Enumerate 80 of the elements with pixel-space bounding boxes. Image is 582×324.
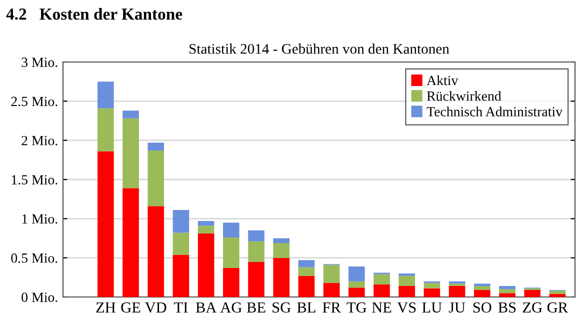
bar xyxy=(223,268,240,297)
x-tick-label: SO xyxy=(473,302,492,313)
bar xyxy=(374,284,390,297)
y-tick-label: 0.5 Mio. xyxy=(11,253,58,263)
bar xyxy=(223,237,240,268)
bar xyxy=(499,293,516,297)
y-tick-label: 0 Mio. xyxy=(22,292,58,302)
x-tick-label: GR xyxy=(547,302,568,313)
bar xyxy=(549,294,566,297)
x-tick-label: JU xyxy=(448,302,466,313)
x-tick-label: BE xyxy=(246,302,266,313)
bar xyxy=(198,226,214,234)
bar xyxy=(474,286,490,290)
chart-title: 4.2 Kosten der Kantone xyxy=(6,8,182,20)
bar xyxy=(273,242,290,258)
x-tick-label: LU xyxy=(422,302,442,313)
bar xyxy=(248,241,264,262)
y-tick-label: 1.5 Mio. xyxy=(12,175,58,185)
bar xyxy=(223,222,240,238)
y-tick-label: 2 Mio. xyxy=(22,136,58,146)
x-tick-label: ZG xyxy=(522,302,542,313)
bar xyxy=(198,234,214,297)
x-tick-label: NE xyxy=(372,302,392,312)
x-tick-label: GE xyxy=(121,302,140,313)
bar xyxy=(474,284,490,286)
bar xyxy=(198,221,214,226)
bar xyxy=(398,286,415,297)
bar xyxy=(298,267,315,276)
bar xyxy=(148,206,164,297)
x-tick-label: TG xyxy=(346,302,366,313)
bar xyxy=(448,286,466,297)
y-tick-label: 3 Mio. xyxy=(22,58,58,68)
chart-subtitle: Statistik 2014 - Gebühren von den Kantonen xyxy=(190,44,450,54)
x-tick-label: ZH xyxy=(96,302,116,312)
x-tick-label: BL xyxy=(297,302,316,313)
bar xyxy=(98,108,114,152)
y-tick-label: 1 Mio. xyxy=(22,214,58,224)
bar xyxy=(122,188,139,297)
bar xyxy=(499,286,516,290)
bar xyxy=(298,276,315,297)
bar xyxy=(499,289,516,294)
bar xyxy=(98,82,114,108)
x-tick-label: BA xyxy=(196,302,217,313)
bar xyxy=(122,110,139,118)
bar xyxy=(148,142,164,151)
bar xyxy=(398,276,415,286)
bar xyxy=(474,290,490,297)
bar xyxy=(348,288,365,297)
bar xyxy=(323,282,340,297)
bar xyxy=(248,262,264,297)
bar xyxy=(374,274,390,284)
bar xyxy=(348,281,365,288)
x-tick-label: BS xyxy=(498,302,516,313)
x-tick-label: VS xyxy=(397,302,416,313)
bar xyxy=(348,266,365,282)
y-tick-label: 2.5 Mio. xyxy=(11,96,58,106)
x-tick-label: FR xyxy=(322,302,341,312)
legend-label: Rückwirkend xyxy=(426,91,502,101)
bar xyxy=(248,230,264,242)
bar xyxy=(172,254,190,297)
x-tick-label: AG xyxy=(220,302,242,313)
bar xyxy=(298,260,315,268)
bar xyxy=(323,264,340,283)
bar xyxy=(448,284,466,286)
legend-label: Aktiv xyxy=(426,75,458,86)
bar xyxy=(172,210,190,233)
x-tick-label: SG xyxy=(272,302,291,313)
bar xyxy=(122,118,139,188)
bar xyxy=(148,150,164,206)
x-tick-label: TI xyxy=(174,302,188,312)
x-tick-label: VD xyxy=(145,302,166,313)
bar xyxy=(273,238,290,243)
bar xyxy=(524,290,540,297)
bar xyxy=(424,282,440,288)
bar xyxy=(98,151,114,297)
bar xyxy=(424,288,440,297)
bar xyxy=(549,290,566,294)
bar xyxy=(172,232,190,255)
bar xyxy=(273,258,290,297)
legend-label: Technisch Administrativ xyxy=(426,106,562,116)
